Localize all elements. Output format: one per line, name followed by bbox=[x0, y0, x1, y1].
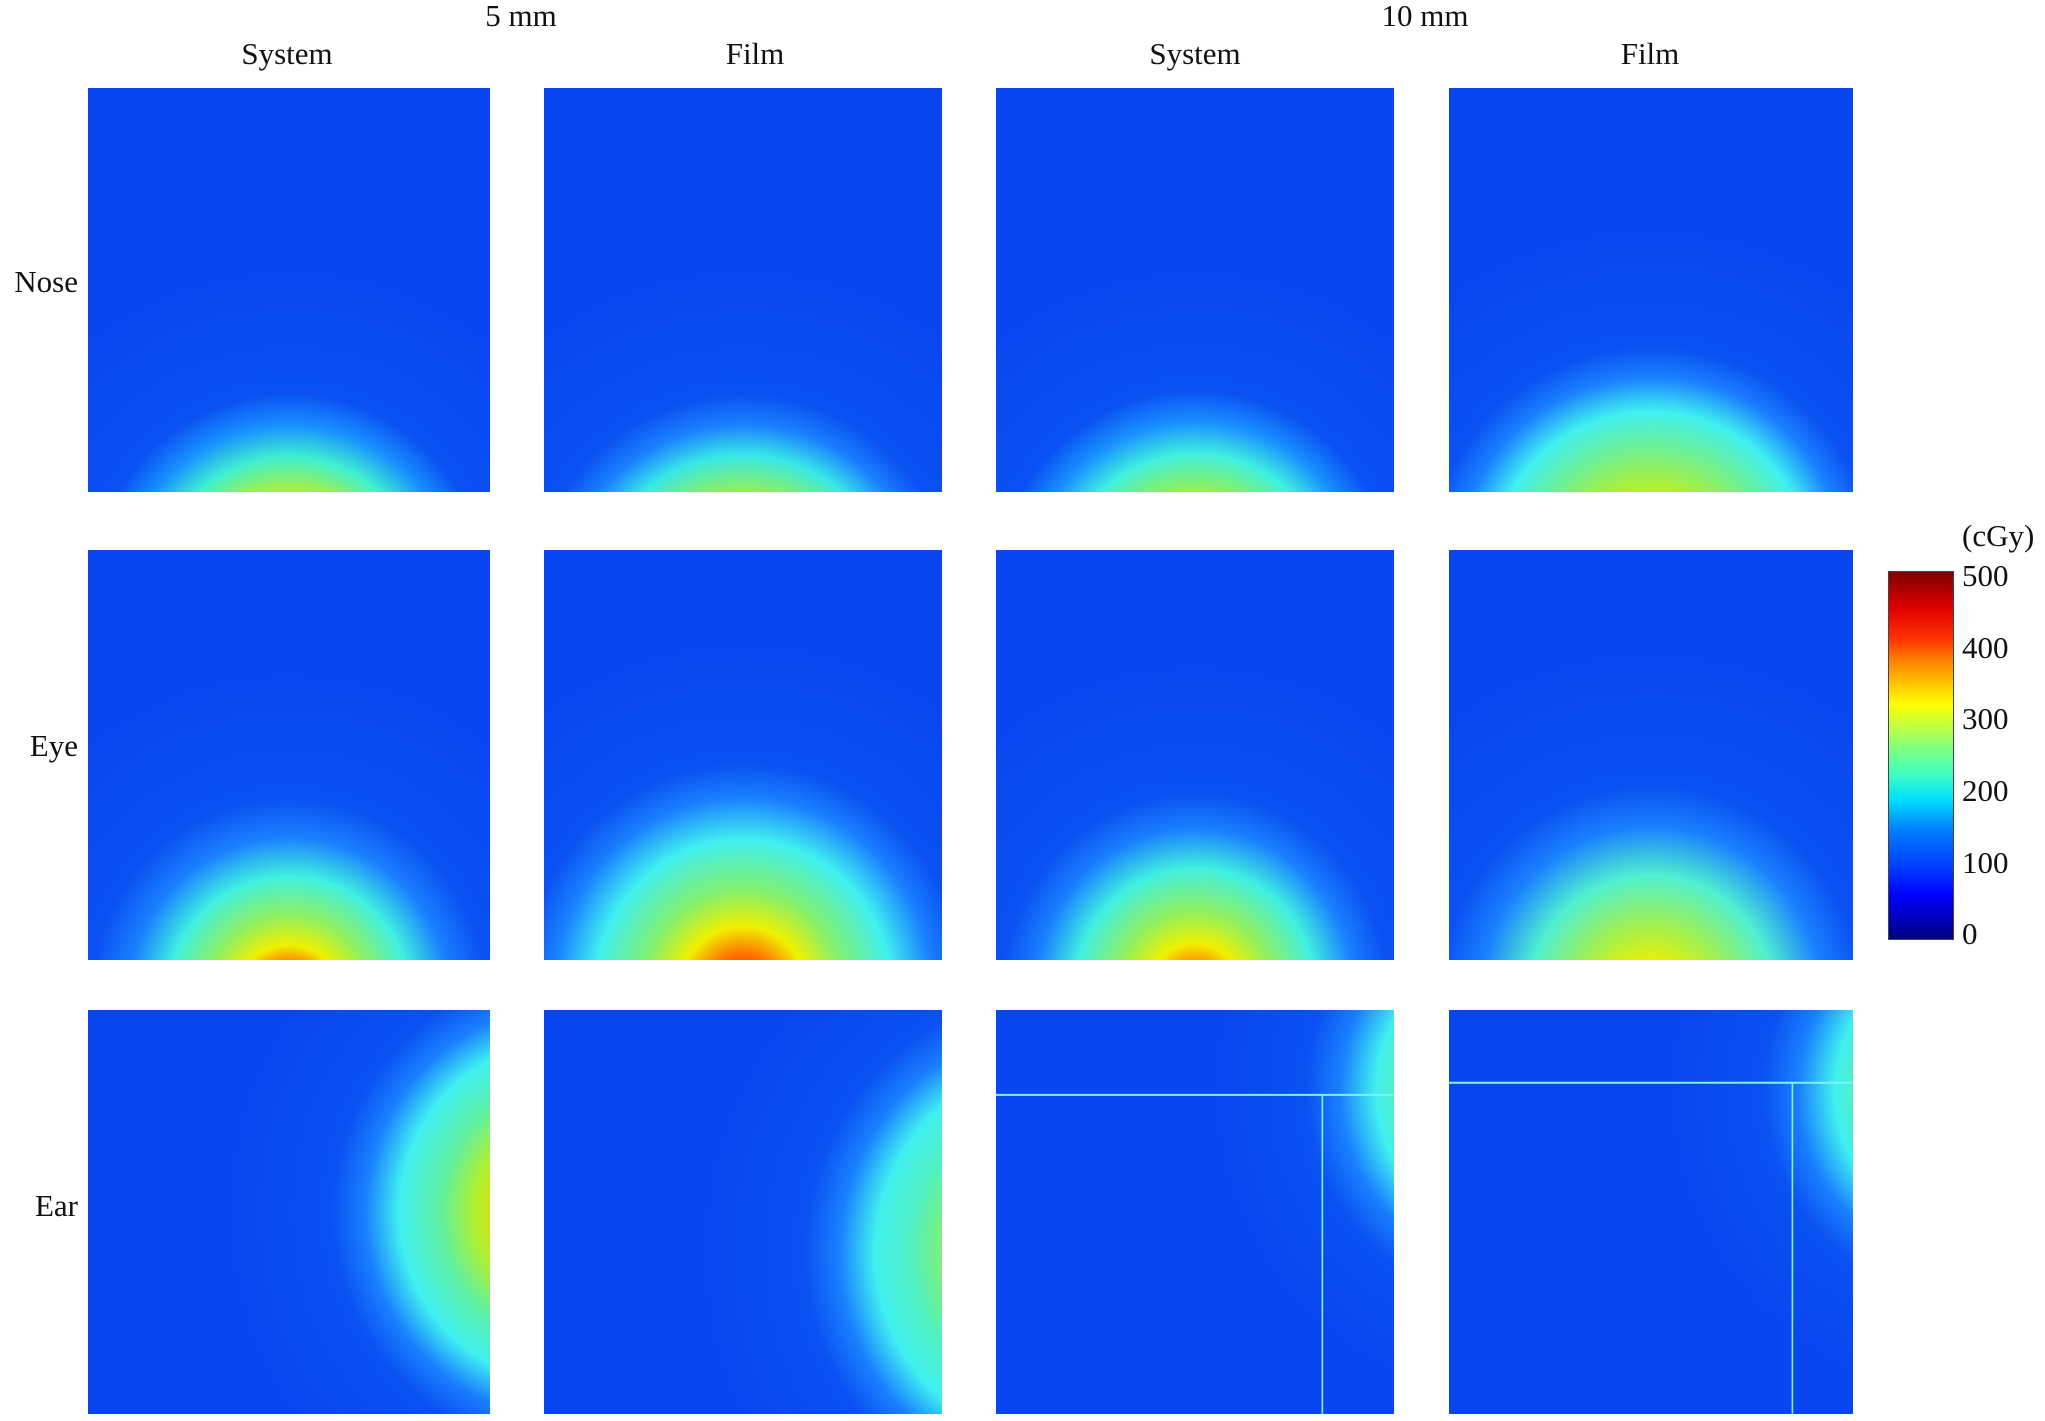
dose-map-ear-5mm-film bbox=[544, 1010, 942, 1414]
dose-map-eye-5mm-film bbox=[544, 550, 942, 960]
dose-map-ear-10mm-film bbox=[1449, 1010, 1853, 1414]
dose-map-eye-10mm-film bbox=[1449, 550, 1853, 960]
dose-map-nose-10mm-system bbox=[996, 88, 1394, 492]
dose-map-nose-5mm-film bbox=[544, 88, 942, 492]
colorbar-unit-label: (cGy) bbox=[1962, 518, 2035, 553]
colorbar-tick-200: 200 bbox=[1962, 773, 2009, 808]
dose-map-nose-5mm-system bbox=[88, 88, 490, 492]
row-label-ear: Ear bbox=[34, 1188, 78, 1223]
row-label-eye: Eye bbox=[29, 728, 78, 763]
colorbar-tick-0: 0 bbox=[1962, 916, 1978, 951]
dose-map-ear-10mm-system bbox=[996, 1010, 1394, 1414]
row-label-nose: Nose bbox=[14, 264, 78, 299]
dose-map-nose-10mm-film bbox=[1449, 88, 1853, 492]
colorbar-tick-400: 400 bbox=[1962, 630, 2009, 665]
colorbar-tick-300: 300 bbox=[1962, 701, 2009, 736]
group-label-5mm: 5 mm bbox=[485, 0, 557, 33]
colorbar bbox=[1888, 571, 1954, 940]
group-label-10mm: 10 mm bbox=[1381, 0, 1469, 33]
column-label-5mm-system: System bbox=[241, 36, 333, 71]
column-label-10mm-system: System bbox=[1149, 36, 1241, 71]
dose-map-eye-5mm-system bbox=[88, 550, 490, 960]
colorbar-tick-500: 500 bbox=[1962, 558, 2009, 593]
column-label-10mm-film: Film bbox=[1620, 36, 1680, 71]
dose-map-eye-10mm-system bbox=[996, 550, 1394, 960]
dose-map-ear-5mm-system bbox=[88, 1010, 490, 1414]
column-label-5mm-film: Film bbox=[725, 36, 785, 71]
colorbar-tick-100: 100 bbox=[1962, 845, 2009, 880]
